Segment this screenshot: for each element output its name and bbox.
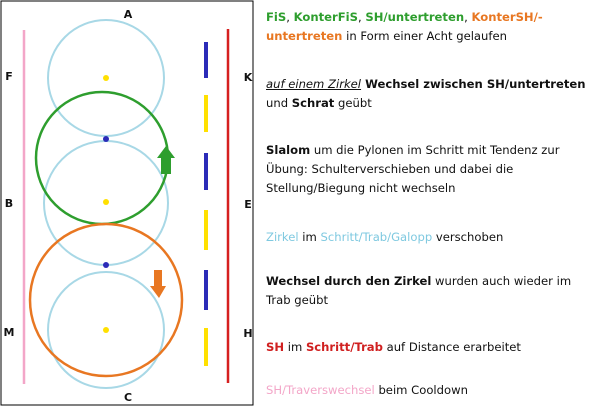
letter-c: C: [124, 391, 132, 404]
letter-m: M: [4, 326, 15, 339]
green-arrow-up-icon: [157, 146, 175, 174]
note-wechsel: Wechsel zwischen SH/untertreten: [361, 77, 586, 91]
note-gangart: Schritt/Trab/Galopp: [320, 230, 433, 244]
arena-diagram: A C F B M K E H: [0, 0, 260, 408]
note-slalom-rest: um die Pylonen im Schritt mit Tendenz zu…: [266, 143, 560, 195]
note-figure-eight: FiS, KonterFiS, SH/untertreten, KonterSH…: [266, 8, 596, 46]
letter-a: A: [124, 8, 133, 21]
letter-h: H: [243, 327, 252, 340]
note-sh-gangart: Schritt/Trab: [305, 340, 383, 354]
note-cooldown: SH/Traverswechsel beim Cooldown: [266, 381, 596, 400]
blue-dot-2: [103, 262, 109, 268]
note-sh-untertreten: SH/untertreten: [365, 10, 465, 24]
letter-k: K: [244, 71, 253, 84]
note-zirkel-wechsel: auf einem Zirkel Wechsel zwischen SH/unt…: [266, 75, 596, 113]
note-geuebt: geübt: [334, 96, 372, 110]
note-zirkel-verschoben: Zirkel im Schritt/Trab/Galopp verschoben: [266, 228, 596, 247]
note-slalom: Slalom um die Pylonen im Schritt mit Ten…: [266, 141, 596, 198]
note-zirkel: auf einem Zirkel: [266, 77, 362, 91]
note-sep: ,: [464, 10, 472, 24]
note-wechsel-rest: wurden auch wieder im Trab geübt: [266, 274, 572, 307]
letter-e: E: [244, 198, 252, 211]
letter-b: B: [5, 197, 13, 210]
note-sh-distance: SH im Schritt/Trab auf Distance erarbeit…: [266, 338, 596, 357]
note-zirkel-label: Zirkel: [266, 230, 299, 244]
note-im: im: [298, 230, 321, 244]
yellow-dot-3: [103, 327, 109, 333]
orange-arrow-down-icon: [150, 270, 166, 298]
note-traverswechsel: SH/Traverswechsel: [266, 383, 375, 397]
arena-border: [0, 0, 254, 406]
note-wechsel-label: Wechsel durch den Zirkel: [266, 274, 432, 288]
note-sep: ,: [286, 10, 294, 24]
note-und: und: [266, 96, 292, 110]
orange-circle: [28, 222, 184, 378]
note-im: im: [284, 340, 306, 354]
note-slalom-label: Slalom: [266, 143, 311, 157]
note-konterfis: KonterFiS: [293, 10, 358, 24]
note-fis: FiS: [266, 10, 287, 24]
note-kontersh: KonterSH/-untertreten: [266, 10, 543, 43]
yellow-dot-2: [103, 199, 109, 205]
note-cooldown-rest: beim Cooldown: [374, 383, 468, 397]
cyan-circle-3: [47, 271, 165, 389]
blue-dot-1: [103, 136, 109, 142]
yellow-dot-1: [103, 75, 109, 81]
note-wechsel-durch-zirkel: Wechsel durch den Zirkel wurden auch wie…: [266, 272, 596, 310]
note-schrat: Schrat: [291, 96, 335, 110]
letter-f: F: [5, 70, 13, 83]
arena-svg: A C F B M K E H: [0, 0, 254, 406]
note-sep: ,: [358, 10, 366, 24]
note-sh: SH: [266, 340, 285, 354]
note-sh-rest: auf Distance erarbeitet: [382, 340, 521, 354]
note-verschoben: verschoben: [432, 230, 504, 244]
notes-panel: FiS, KonterFiS, SH/untertreten, KonterSH…: [262, 0, 596, 408]
note-rest: in Form einer Acht gelaufen: [342, 29, 507, 43]
